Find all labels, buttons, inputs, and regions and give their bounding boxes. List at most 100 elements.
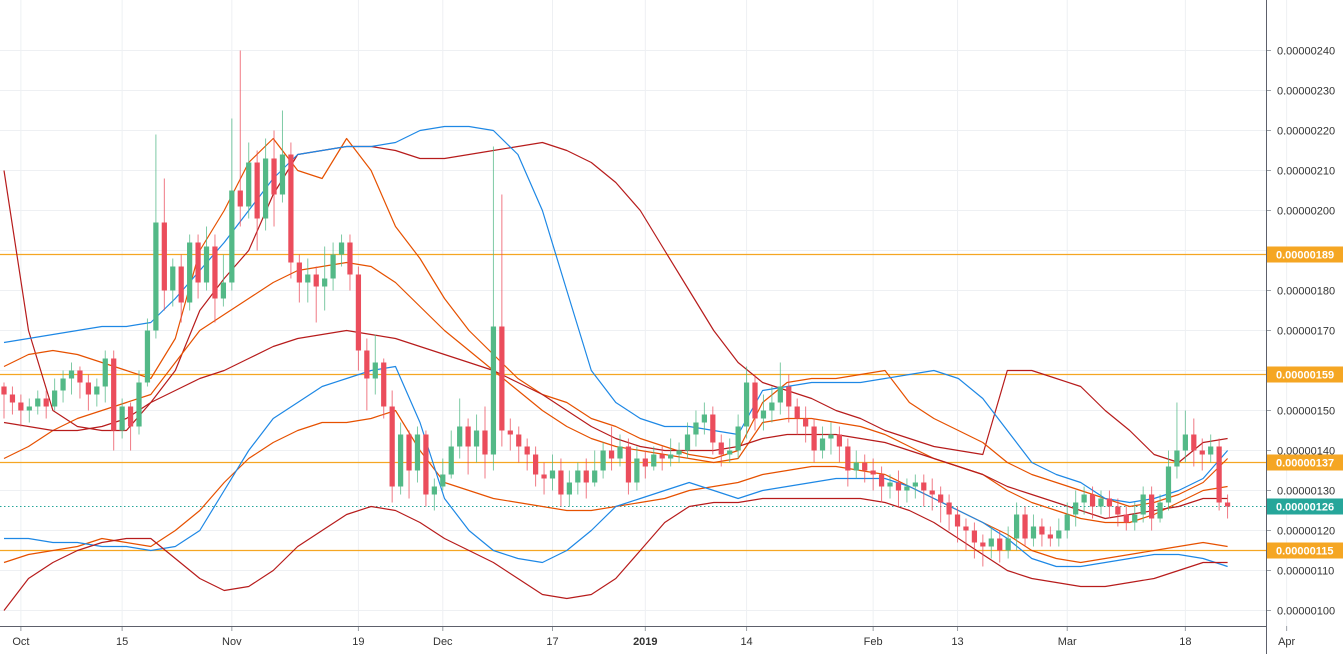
candle-down: [85, 374, 91, 411]
candle-down: [862, 454, 868, 483]
candle-down: [1047, 526, 1053, 547]
candle-body: [769, 402, 775, 411]
candle-up: [431, 478, 437, 511]
candle-down: [954, 506, 961, 543]
candle-body: [988, 538, 994, 547]
x-tick-label: Feb: [864, 636, 883, 648]
candle-body: [558, 470, 564, 495]
candle-down: [237, 50, 243, 227]
candle-body: [1081, 494, 1087, 503]
candle-down: [127, 402, 134, 451]
level-price-label: 0.00000115: [1276, 546, 1334, 558]
x-tick-label: Mar: [1058, 636, 1077, 648]
candle-body: [271, 158, 277, 195]
candle-up: [988, 526, 994, 559]
candle-up: [440, 458, 446, 491]
x-tick-label: 19: [352, 636, 364, 648]
candle-up: [1005, 526, 1011, 559]
indicator-line-4: [3, 329, 1228, 520]
candle-body: [347, 242, 353, 275]
candle-down: [516, 426, 522, 463]
candle-down: [1039, 518, 1045, 547]
candle-body: [938, 494, 944, 503]
candle-body: [465, 426, 471, 447]
candle-down: [946, 494, 952, 531]
candle-body: [178, 266, 184, 303]
candle-body: [828, 434, 834, 439]
candle-body: [608, 450, 615, 459]
price-label-layer: 0.00000189 0.00000159 0.00000137 0.00000115…: [1267, 246, 1343, 559]
indicator-line-6: [4, 365, 1228, 568]
candle-body: [921, 482, 927, 491]
candle-down: [929, 478, 935, 511]
candle-body: [533, 454, 539, 475]
candle-up: [1140, 486, 1146, 523]
candle-body: [575, 470, 581, 483]
candle-body: [431, 486, 437, 495]
candle-down: [786, 374, 792, 423]
candle-down: [364, 338, 370, 411]
candle-body: [651, 454, 657, 467]
candle-up: [330, 242, 336, 291]
candle-up: [566, 470, 572, 507]
candle-down: [271, 130, 277, 227]
candle-body: [617, 446, 623, 459]
candle-up: [170, 258, 176, 307]
candle-up: [1013, 502, 1020, 551]
candle-down: [381, 358, 387, 419]
candle-body: [237, 190, 243, 207]
candle-body: [997, 538, 1003, 551]
candle-body: [60, 378, 66, 391]
candle-body: [9, 394, 16, 403]
candle-body: [735, 426, 741, 451]
candle-body: [963, 526, 969, 531]
candle-body: [1174, 450, 1180, 467]
candle-body: [1191, 434, 1197, 451]
y-tick-label: 0.00000150: [1277, 406, 1335, 418]
candle-up: [473, 414, 480, 463]
candle-body: [414, 434, 421, 471]
candle-body: [946, 502, 952, 515]
candle-body: [760, 410, 767, 419]
candle-body: [904, 486, 910, 491]
x-tick-label: Nov: [222, 636, 242, 648]
candle-down: [997, 530, 1003, 563]
candle-down: [423, 430, 429, 507]
candle-down: [752, 374, 758, 431]
level-price-badge: [1267, 366, 1343, 383]
y-tick-label: 0.00000110: [1277, 566, 1334, 578]
candle-down: [811, 418, 817, 463]
candle-body: [482, 430, 488, 455]
candle-body: [1098, 498, 1104, 507]
candle-up: [60, 370, 66, 403]
candle-layer: [1, 50, 1231, 567]
candle-down: [659, 446, 665, 471]
x-tick-label: Oct: [12, 636, 29, 648]
candle-body: [262, 158, 269, 219]
candle-body: [625, 446, 632, 483]
candle-up: [760, 394, 767, 431]
candle-body: [296, 262, 302, 283]
candle-up: [1098, 490, 1104, 515]
x-tick-label: 18: [1179, 636, 1191, 648]
indicator-layer: [3, 125, 1229, 611]
candle-up: [94, 378, 100, 407]
candle-body: [718, 442, 724, 455]
candle-down: [507, 418, 513, 451]
candle-body: [153, 222, 159, 331]
candle-body: [246, 162, 252, 207]
candle-body: [727, 450, 733, 455]
y-tick-label: 0.00000100: [1277, 606, 1335, 618]
candle-up: [372, 334, 378, 395]
candle-body: [507, 430, 513, 435]
candle-body: [119, 406, 125, 431]
candle-up: [203, 226, 210, 291]
x-tick-label: Apr: [1278, 636, 1295, 648]
candle-down: [583, 458, 589, 499]
candle-down: [921, 474, 927, 507]
candle-up: [1056, 518, 1062, 547]
candle-body: [786, 386, 792, 407]
candle-body: [499, 326, 505, 431]
y-tick-label: 0.00000240: [1277, 46, 1335, 58]
candle-body: [305, 274, 311, 283]
